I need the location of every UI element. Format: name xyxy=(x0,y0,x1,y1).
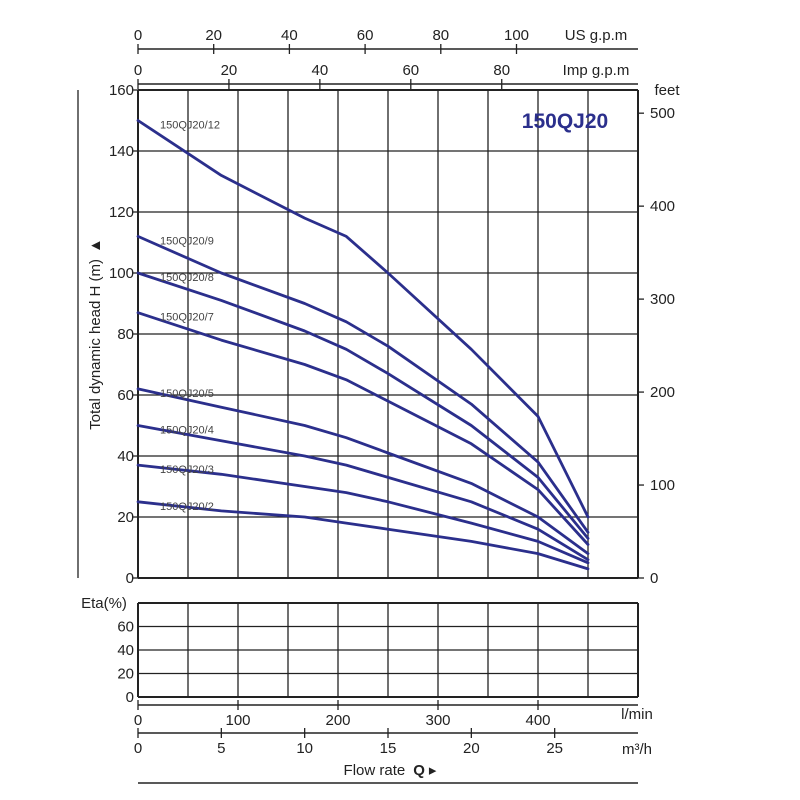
m3h-unit: m³/h xyxy=(622,741,652,758)
eta-tick-label: 60 xyxy=(117,619,134,636)
imp-gpm-tick-label: 80 xyxy=(493,62,510,79)
head-tick-label: 160 xyxy=(109,82,134,99)
curves xyxy=(136,119,590,571)
feet-tick-label: 0 xyxy=(650,570,658,587)
us-gpm-tick-label: 40 xyxy=(281,27,298,44)
us-gpm-tick-label: 100 xyxy=(504,27,529,44)
m3h-tick-label: 5 xyxy=(217,740,225,757)
curve-150qj20-9 xyxy=(136,234,590,534)
feet-tick-label: 100 xyxy=(650,477,675,494)
head-tick-label: 40 xyxy=(117,448,134,465)
head-tick-label: 140 xyxy=(109,143,134,160)
curve-150qj20-4 xyxy=(136,424,590,562)
head-tick-label: 0 xyxy=(126,570,134,587)
curve-label: 150QJ20/4 xyxy=(160,425,214,437)
lmin-tick-label: 200 xyxy=(325,712,350,729)
eta-tick-label: 20 xyxy=(117,666,134,683)
curve-label: 150QJ20/12 xyxy=(160,120,220,132)
us-gpm-tick-label: 80 xyxy=(432,27,449,44)
curve-label: 150QJ20/3 xyxy=(160,464,214,476)
imp-gpm-unit: Imp g.p.m xyxy=(563,62,630,79)
us-gpm-tick-label: 60 xyxy=(357,27,374,44)
us-gpm-tick-label: 0 xyxy=(134,27,142,44)
lmin-unit: l/min xyxy=(621,706,653,723)
y-axis-label-text: Total dynamic head H (m) xyxy=(87,259,104,430)
eta-label: Eta(%) xyxy=(81,595,127,612)
y-axis-label-arrow: ▲ xyxy=(87,238,104,253)
curve-150qj20-3 xyxy=(136,463,590,565)
curve-150qj20-7 xyxy=(136,311,590,546)
feet-tick-label: 200 xyxy=(650,384,675,401)
imp-gpm-tick-label: 20 xyxy=(221,62,238,79)
feet-tick-label: 400 xyxy=(650,198,675,215)
imp-gpm-tick-label: 0 xyxy=(134,62,142,79)
eta-tick-label: 40 xyxy=(117,642,134,659)
curve-150qj20-8 xyxy=(136,271,590,540)
curve-label: 150QJ20/8 xyxy=(160,272,214,284)
head-tick-label: 20 xyxy=(117,509,134,526)
curve-150qj20-12 xyxy=(136,119,590,519)
feet-unit: feet xyxy=(654,82,680,99)
imp-gpm-tick-label: 40 xyxy=(312,62,329,79)
grid xyxy=(137,89,639,698)
y-axis-label: Total dynamic head H (m) ▲ xyxy=(87,238,104,430)
x-axis-label: Flow rate Q ▸ xyxy=(344,762,437,779)
x-axis-label-text: Flow rate xyxy=(344,762,406,779)
curve-label: 150QJ20/5 xyxy=(160,388,214,400)
lmin-tick-label: 100 xyxy=(225,712,250,729)
us-gpm-unit: US g.p.m xyxy=(565,27,628,44)
m3h-tick-label: 20 xyxy=(463,740,480,757)
curve-150qj20-2 xyxy=(136,500,590,571)
us-gpm-tick-label: 20 xyxy=(205,27,222,44)
imp-gpm-tick-label: 60 xyxy=(402,62,419,79)
head-tick-label: 120 xyxy=(109,204,134,221)
m3h-tick-label: 25 xyxy=(546,740,563,757)
curve-label: 150QJ20/7 xyxy=(160,312,214,324)
head-tick-label: 100 xyxy=(109,265,134,282)
head-tick-label: 60 xyxy=(117,387,134,404)
feet-tick-label: 300 xyxy=(650,291,675,308)
lmin-tick-label: 0 xyxy=(134,712,142,729)
m3h-tick-label: 15 xyxy=(380,740,397,757)
x-axis-label-q: Q xyxy=(413,762,425,779)
curve-150qj20-5 xyxy=(136,387,590,555)
x-axis-label-arrow: ▸ xyxy=(429,762,437,779)
m3h-tick-label: 0 xyxy=(134,740,142,757)
head-tick-label: 80 xyxy=(117,326,134,343)
lmin-tick-label: 400 xyxy=(525,712,550,729)
chart-title: 150QJ20 xyxy=(522,110,608,133)
eta-tick-label: 0 xyxy=(126,689,134,706)
curve-label: 150QJ20/2 xyxy=(160,501,214,513)
feet-tick-label: 500 xyxy=(650,105,675,122)
lmin-tick-label: 300 xyxy=(425,712,450,729)
curve-label: 150QJ20/9 xyxy=(160,235,214,247)
curve-labels: 150QJ20/12 150QJ20/9 150QJ20/8 150QJ20/7 150… xyxy=(160,120,220,513)
m3h-tick-label: 10 xyxy=(296,740,313,757)
